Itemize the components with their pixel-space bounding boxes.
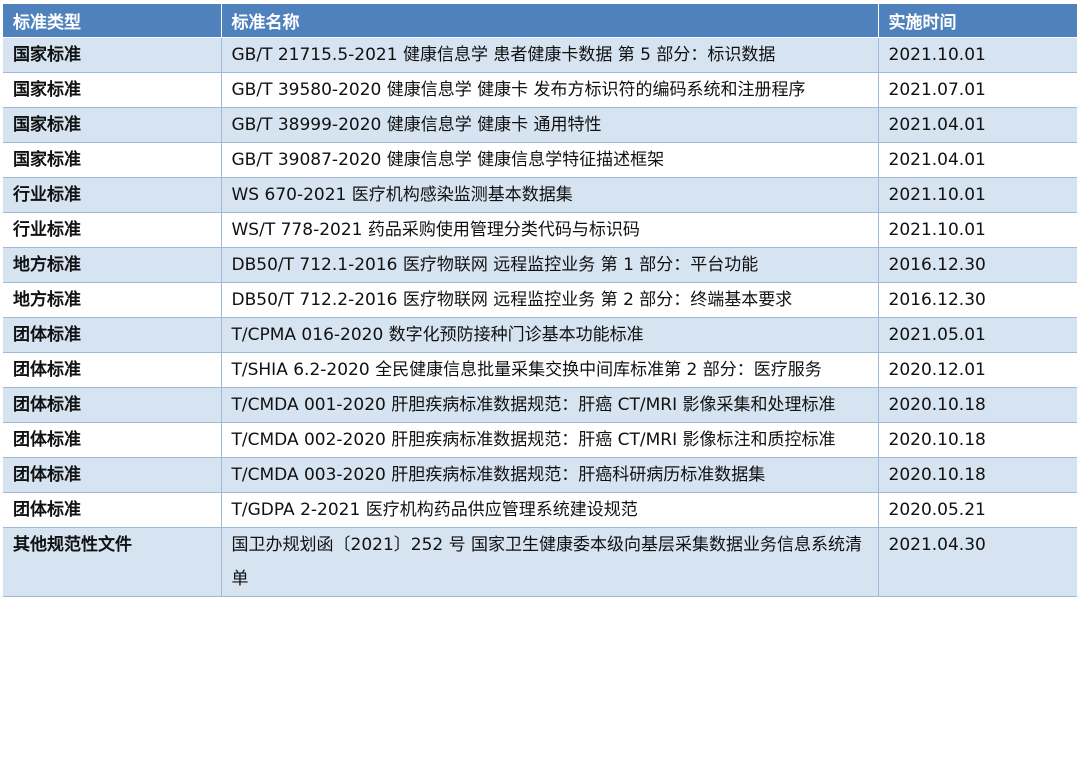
cell-date: 2021.10.01 (878, 37, 1077, 73)
cell-date: 2020.12.01 (878, 352, 1077, 388)
cell-date: 2020.05.21 (878, 492, 1077, 528)
cell-type: 地方标准 (3, 247, 222, 283)
table-row: 行业标准 WS/T 778-2021 药品采购使用管理分类代码与标识码 2021… (3, 212, 1077, 248)
table-row: 行业标准 WS 670-2021 医疗机构感染监测基本数据集 2021.10.0… (3, 177, 1077, 213)
cell-name: GB/T 39087-2020 健康信息学 健康信息学特征描述框架 (221, 142, 879, 178)
cell-name: T/CMDA 002-2020 肝胆疾病标准数据规范：肝癌 CT/MRI 影像标… (221, 422, 879, 458)
cell-type: 其他规范性文件 (3, 527, 222, 597)
header-effective-date: 实施时间 (878, 4, 1077, 38)
cell-date: 2016.12.30 (878, 247, 1077, 283)
table-row: 地方标准 DB50/T 712.2-2016 医疗物联网 远程监控业务 第 2 … (3, 282, 1077, 318)
cell-type: 团体标准 (3, 457, 222, 493)
cell-name: 国卫办规划函〔2021〕252 号 国家卫生健康委本级向基层采集数据业务信息系统… (221, 527, 879, 597)
table-row: 其他规范性文件 国卫办规划函〔2021〕252 号 国家卫生健康委本级向基层采集… (3, 527, 1077, 597)
cell-type: 行业标准 (3, 212, 222, 248)
cell-type: 团体标准 (3, 352, 222, 388)
table-row: 团体标准 T/CMDA 001-2020 肝胆疾病标准数据规范：肝癌 CT/MR… (3, 387, 1077, 423)
cell-type: 团体标准 (3, 422, 222, 458)
cell-type: 国家标准 (3, 107, 222, 143)
cell-name: GB/T 38999-2020 健康信息学 健康卡 通用特性 (221, 107, 879, 143)
cell-date: 2016.12.30 (878, 282, 1077, 318)
table-row: 国家标准 GB/T 38999-2020 健康信息学 健康卡 通用特性 2021… (3, 107, 1077, 143)
cell-type: 团体标准 (3, 492, 222, 528)
cell-name: T/CPMA 016-2020 数字化预防接种门诊基本功能标准 (221, 317, 879, 353)
table-row: 国家标准 GB/T 39087-2020 健康信息学 健康信息学特征描述框架 2… (3, 142, 1077, 178)
cell-name: DB50/T 712.2-2016 医疗物联网 远程监控业务 第 2 部分：终端… (221, 282, 879, 318)
cell-type: 国家标准 (3, 37, 222, 73)
table-row: 团体标准 T/CPMA 016-2020 数字化预防接种门诊基本功能标准 202… (3, 317, 1077, 353)
cell-name: GB/T 21715.5-2021 健康信息学 患者健康卡数据 第 5 部分：标… (221, 37, 879, 73)
cell-date: 2021.10.01 (878, 177, 1077, 213)
cell-date: 2020.10.18 (878, 457, 1077, 493)
cell-date: 2021.07.01 (878, 72, 1077, 108)
cell-name: T/CMDA 003-2020 肝胆疾病标准数据规范：肝癌科研病历标准数据集 (221, 457, 879, 493)
cell-type: 团体标准 (3, 387, 222, 423)
cell-name: GB/T 39580-2020 健康信息学 健康卡 发布方标识符的编码系统和注册… (221, 72, 879, 108)
header-standard-type: 标准类型 (3, 4, 222, 38)
table-header-row: 标准类型 标准名称 实施时间 (3, 4, 1077, 38)
table-row: 地方标准 DB50/T 712.1-2016 医疗物联网 远程监控业务 第 1 … (3, 247, 1077, 283)
cell-date: 2021.04.01 (878, 107, 1077, 143)
table-row: 团体标准 T/SHIA 6.2-2020 全民健康信息批量采集交换中间库标准第 … (3, 352, 1077, 388)
cell-name: T/GDPA 2-2021 医疗机构药品供应管理系统建设规范 (221, 492, 879, 528)
table-row: 团体标准 T/CMDA 002-2020 肝胆疾病标准数据规范：肝癌 CT/MR… (3, 422, 1077, 458)
standards-table: 标准类型 标准名称 实施时间 国家标准 GB/T 21715.5-2021 健康… (3, 4, 1077, 597)
cell-date: 2020.10.18 (878, 387, 1077, 423)
table-row: 国家标准 GB/T 39580-2020 健康信息学 健康卡 发布方标识符的编码… (3, 72, 1077, 108)
table-row: 团体标准 T/CMDA 003-2020 肝胆疾病标准数据规范：肝癌科研病历标准… (3, 457, 1077, 493)
cell-name: WS 670-2021 医疗机构感染监测基本数据集 (221, 177, 879, 213)
header-standard-name: 标准名称 (221, 4, 879, 38)
cell-name: DB50/T 712.1-2016 医疗物联网 远程监控业务 第 1 部分：平台… (221, 247, 879, 283)
cell-type: 国家标准 (3, 142, 222, 178)
cell-date: 2021.04.01 (878, 142, 1077, 178)
cell-type: 团体标准 (3, 317, 222, 353)
cell-date: 2020.10.18 (878, 422, 1077, 458)
cell-type: 国家标准 (3, 72, 222, 108)
cell-name: T/CMDA 001-2020 肝胆疾病标准数据规范：肝癌 CT/MRI 影像采… (221, 387, 879, 423)
cell-type: 地方标准 (3, 282, 222, 318)
cell-date: 2021.05.01 (878, 317, 1077, 353)
table-row: 团体标准 T/GDPA 2-2021 医疗机构药品供应管理系统建设规范 2020… (3, 492, 1077, 528)
cell-date: 2021.10.01 (878, 212, 1077, 248)
table-row: 国家标准 GB/T 21715.5-2021 健康信息学 患者健康卡数据 第 5… (3, 37, 1077, 73)
cell-type: 行业标准 (3, 177, 222, 213)
standards-table-container: 标准类型 标准名称 实施时间 国家标准 GB/T 21715.5-2021 健康… (3, 4, 1077, 597)
cell-date: 2021.04.30 (878, 527, 1077, 597)
cell-name: T/SHIA 6.2-2020 全民健康信息批量采集交换中间库标准第 2 部分：… (221, 352, 879, 388)
cell-name: WS/T 778-2021 药品采购使用管理分类代码与标识码 (221, 212, 879, 248)
